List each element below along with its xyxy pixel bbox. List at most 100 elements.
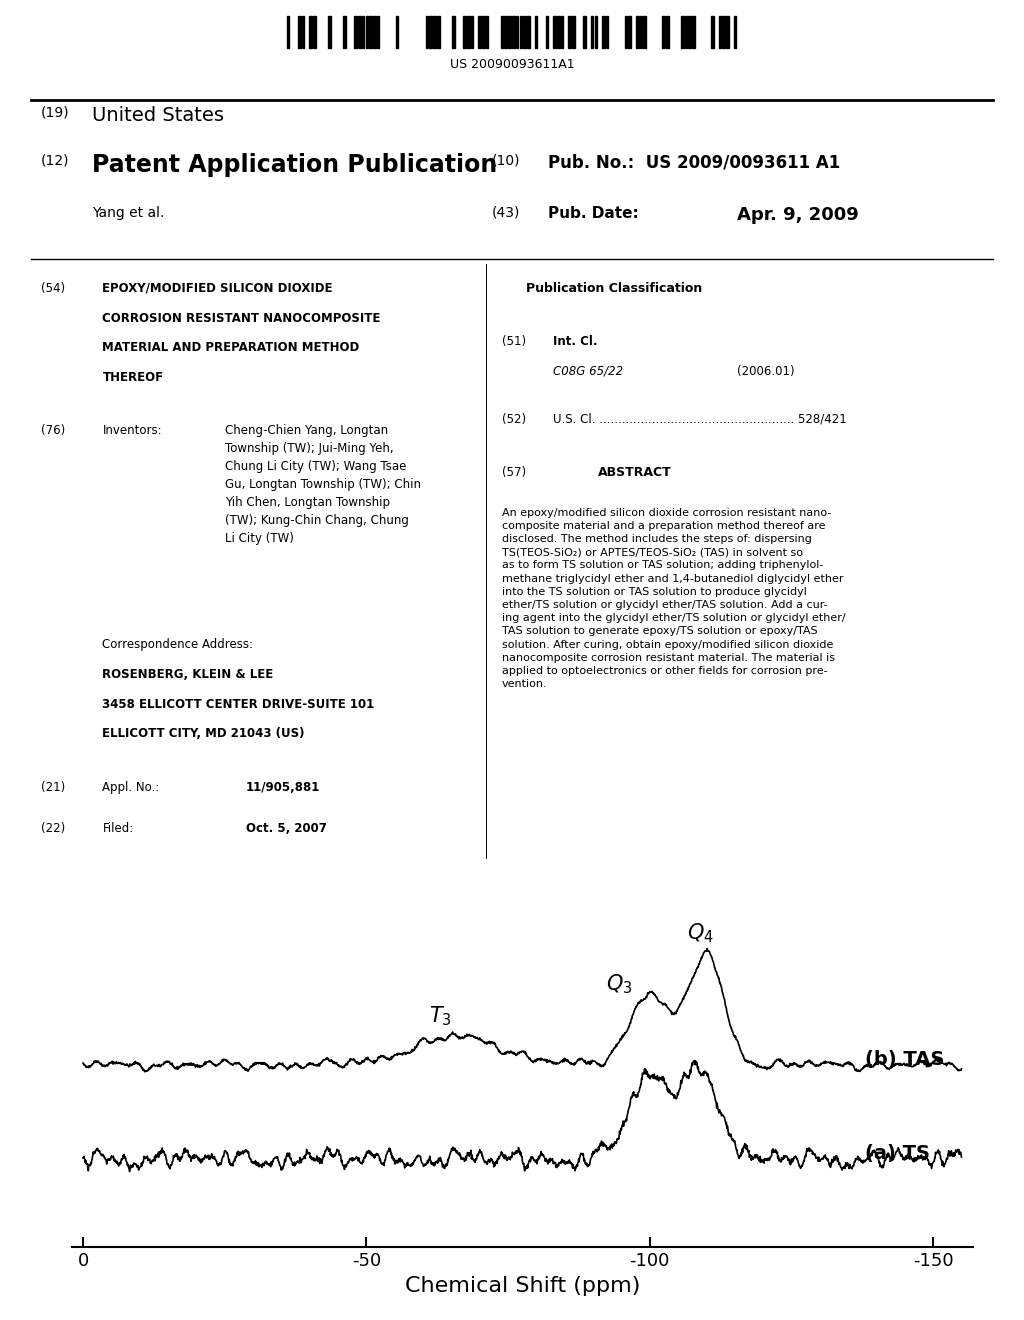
Bar [377,16,380,48]
Text: ABSTRACT: ABSTRACT [598,466,672,479]
Bar [546,16,549,48]
Text: Filed:: Filed: [102,822,134,836]
Text: An epoxy/modified silicon dioxide corrosion resistant nano-
composite material a: An epoxy/modified silicon dioxide corros… [502,508,846,689]
Bar [625,16,628,48]
Text: (21): (21) [41,781,66,793]
Bar [595,16,597,48]
Bar [373,16,376,48]
Bar [636,16,639,48]
Bar [309,16,312,48]
Bar [602,16,605,48]
Text: (2006.01): (2006.01) [737,364,795,378]
Bar [437,16,439,48]
Bar [516,16,518,48]
Text: (22): (22) [41,822,66,836]
Bar [733,16,736,48]
Bar [298,16,301,48]
Bar [370,16,372,48]
Bar [358,16,360,48]
Text: (b) TAS: (b) TAS [865,1049,944,1069]
Text: U.S. Cl. .................................................... 528/421: U.S. Cl. ...............................… [553,412,847,425]
Bar [463,16,466,48]
Text: ROSENBERG, KLEIN & LEE: ROSENBERG, KLEIN & LEE [102,668,273,681]
Bar [395,16,398,48]
Bar [302,16,304,48]
Text: United States: United States [92,106,224,124]
Bar [606,16,608,48]
Text: Int. Cl.: Int. Cl. [553,335,597,348]
Bar [429,16,432,48]
Bar [719,16,721,48]
Text: $Q_3$: $Q_3$ [606,973,633,995]
Text: Oct. 5, 2007: Oct. 5, 2007 [246,822,327,836]
Bar [452,16,455,48]
Text: (a) TS: (a) TS [865,1144,930,1163]
Bar [692,16,695,48]
Text: Inventors:: Inventors: [102,425,162,437]
Bar [354,16,357,48]
Bar [512,16,515,48]
Text: Patent Application Publication: Patent Application Publication [92,153,498,177]
Text: (57): (57) [502,466,526,479]
Text: EPOXY/MODIFIED SILICON DIOXIDE: EPOXY/MODIFIED SILICON DIOXIDE [102,282,333,294]
Text: Publication Classification: Publication Classification [526,282,702,294]
Bar [663,16,665,48]
Bar [553,16,556,48]
Text: (19): (19) [41,106,70,120]
Text: (76): (76) [41,425,66,437]
Bar [508,16,511,48]
Bar [471,16,473,48]
Text: Appl. No.:: Appl. No.: [102,781,160,793]
Bar [523,16,526,48]
Text: (43): (43) [492,206,520,220]
Bar [366,16,369,48]
Bar [482,16,484,48]
Text: (10): (10) [492,153,520,168]
Text: Pub. No.:  US 2009/0093611 A1: Pub. No.: US 2009/0093611 A1 [548,153,840,172]
Text: ELLICOTT CITY, MD 21043 (US): ELLICOTT CITY, MD 21043 (US) [102,727,305,741]
Text: (52): (52) [502,412,526,425]
Text: Cheng-Chien Yang, Longtan
Township (TW); Jui-Ming Yeh,
Chung Li City (TW); Wang : Cheng-Chien Yang, Longtan Township (TW);… [225,425,421,545]
Bar [666,16,669,48]
Text: 11/905,881: 11/905,881 [246,781,321,793]
Text: Apr. 9, 2009: Apr. 9, 2009 [737,206,859,224]
Text: $T_3$: $T_3$ [429,1005,452,1028]
Bar [629,16,631,48]
Bar [535,16,538,48]
Bar [685,16,687,48]
Bar [426,16,428,48]
Text: Pub. Date:: Pub. Date: [548,206,639,220]
Bar [591,16,594,48]
Bar [313,16,315,48]
Text: THEREOF: THEREOF [102,371,164,384]
Bar [519,16,522,48]
Bar [568,16,571,48]
Text: Yang et al.: Yang et al. [92,206,165,220]
Bar [287,16,290,48]
Bar [572,16,574,48]
Text: 3458 ELLICOTT CENTER DRIVE-SUITE 101: 3458 ELLICOTT CENTER DRIVE-SUITE 101 [102,697,375,710]
Bar [343,16,346,48]
Bar [584,16,586,48]
Bar [640,16,642,48]
Text: (51): (51) [502,335,526,348]
Bar [485,16,488,48]
Bar [643,16,646,48]
Text: $Q_4$: $Q_4$ [687,921,714,945]
Text: (54): (54) [41,282,66,294]
Bar [478,16,481,48]
Bar [681,16,684,48]
Bar [328,16,331,48]
X-axis label: Chemical Shift (ppm): Chemical Shift (ppm) [404,1276,640,1296]
Bar [557,16,560,48]
Text: CORROSION RESISTANT NANOCOMPOSITE: CORROSION RESISTANT NANOCOMPOSITE [102,312,381,325]
Bar [561,16,563,48]
Bar [711,16,714,48]
Text: (12): (12) [41,153,70,168]
Text: C08G 65/22: C08G 65/22 [553,364,623,378]
Bar [361,16,365,48]
Bar [527,16,529,48]
Bar [501,16,504,48]
Bar [726,16,729,48]
Bar [688,16,691,48]
